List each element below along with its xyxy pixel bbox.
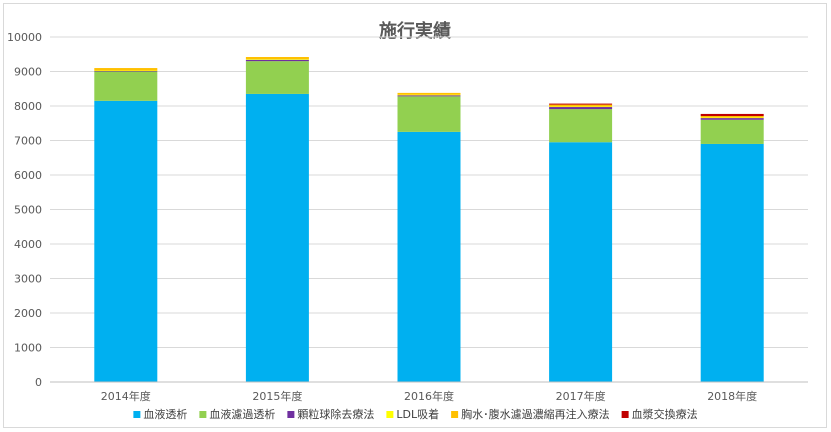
bar-3-series-4 xyxy=(549,104,613,107)
y-tick-label-0: 0 xyxy=(35,376,42,389)
legend-item-0: 血液透析 xyxy=(133,407,187,421)
y-tick-label-10000: 10000 xyxy=(7,31,42,44)
x-axis: 2014年度 2015年度 2016年度 2017年度 2018年度 xyxy=(50,381,808,403)
legend-swatch-3 xyxy=(386,411,394,418)
legend-item-4: 胸水･腹水濾過濃縮再注入療法 xyxy=(451,407,610,421)
bar-2-series-4 xyxy=(397,92,461,95)
chart-title: 施行実績 xyxy=(379,20,451,42)
y-tick-label-2000: 2000 xyxy=(14,307,42,320)
bar-4-series-5 xyxy=(700,113,764,117)
legend-swatch-4 xyxy=(451,411,459,418)
x-tick-label-3: 2017年度 xyxy=(556,389,606,403)
legend-swatch-2 xyxy=(287,411,295,418)
bar-1-series-1 xyxy=(245,61,309,94)
legend-label-0: 血液透析 xyxy=(143,407,187,421)
y-tick-label-9000: 9000 xyxy=(14,66,42,79)
legend: 血液透析 血液濾過透析 顆粒球除去療法 LDL吸着 胸水･腹水濾過濃縮再注入療法 血漿交換… xyxy=(133,407,698,421)
y-tick-label-5000: 5000 xyxy=(14,204,42,217)
bar-1-series-4 xyxy=(245,57,309,60)
legend-swatch-5 xyxy=(621,411,629,418)
bar-2-series-0 xyxy=(397,131,461,382)
bar-0-series-3 xyxy=(94,70,158,71)
bar-2-series-3 xyxy=(397,94,461,96)
bar-2-series-1 xyxy=(397,96,461,132)
bar-0-series-0 xyxy=(94,100,158,382)
y-tick-label-8000: 8000 xyxy=(14,100,42,113)
y-tick-label-6000: 6000 xyxy=(14,169,42,182)
bar-3-series-1 xyxy=(549,109,613,143)
bar-1-series-2 xyxy=(245,59,309,62)
legend-item-5: 血漿交換療法 xyxy=(621,407,698,421)
legend-swatch-1 xyxy=(199,411,207,418)
bar-3-series-2 xyxy=(549,107,613,110)
y-tick-label-7000: 7000 xyxy=(14,135,42,148)
legend-label-1: 血液濾過透析 xyxy=(209,407,275,421)
bar-4-series-1 xyxy=(700,119,764,144)
y-tick-label-1000: 1000 xyxy=(14,342,42,355)
legend-label-5: 血漿交換療法 xyxy=(632,407,698,421)
legend-item-1: 血液濾過透析 xyxy=(199,407,275,421)
legend-swatch-0 xyxy=(133,411,141,418)
legend-label-2: 顆粒球除去療法 xyxy=(297,407,374,421)
legend-item-2: 顆粒球除去療法 xyxy=(287,407,374,421)
bar-1-series-3 xyxy=(245,59,309,60)
bar-4-series-3 xyxy=(700,117,764,119)
y-tick-label-3000: 3000 xyxy=(14,273,42,286)
bar-4-series-0 xyxy=(700,143,764,382)
bar-1-series-0 xyxy=(245,93,309,383)
x-tick-label-2: 2016年度 xyxy=(404,389,454,403)
bars xyxy=(94,57,764,383)
legend-item-3: LDL吸着 xyxy=(386,407,439,421)
y-tick-label-4000: 4000 xyxy=(14,238,42,251)
bar-3-series-5 xyxy=(549,103,613,105)
x-tick-label-1: 2015年度 xyxy=(252,389,302,403)
bar-0-series-1 xyxy=(94,71,158,101)
bar-0-series-4 xyxy=(94,68,158,71)
x-tick-label-0: 2014年度 xyxy=(101,389,151,403)
bar-0-series-2 xyxy=(94,70,158,72)
legend-label-3: LDL吸着 xyxy=(396,407,439,421)
bar-4-series-4 xyxy=(700,116,764,118)
bar-3-series-3 xyxy=(549,106,613,108)
x-tick-label-4: 2018年度 xyxy=(707,389,757,403)
legend-label-4: 胸水･腹水濾過濃縮再注入療法 xyxy=(461,407,610,421)
y-axis: 0 1000 2000 3000 4000 5000 6000 7000 8000 9000 100… xyxy=(7,31,42,389)
bar-4-series-2 xyxy=(700,118,764,120)
bar-2-series-2 xyxy=(397,95,461,97)
bar-3-series-0 xyxy=(549,142,613,382)
